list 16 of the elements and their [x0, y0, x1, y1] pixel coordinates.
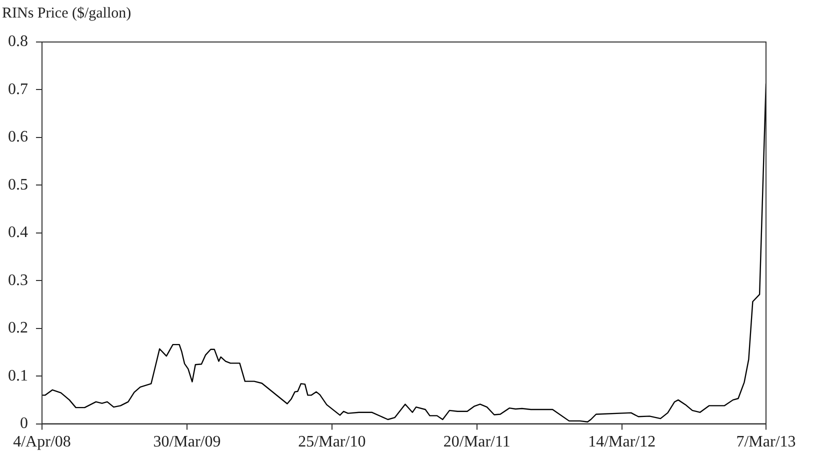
y-axis-title: RINs Price ($/gallon) — [2, 5, 132, 22]
y-tick-label: 0.1 — [8, 367, 28, 384]
x-tick-label: 20/Mar/11 — [443, 434, 510, 451]
y-tick-label: 0.8 — [8, 33, 28, 50]
y-tick-label: 0.5 — [8, 176, 28, 194]
y-tick-label: 0.2 — [8, 320, 28, 337]
y-tick-label: 0.7 — [8, 80, 28, 98]
y-tick-label: 0.3 — [8, 272, 28, 289]
x-tick-label: 7/Mar/13 — [736, 434, 796, 451]
y-tick-label: 0 — [20, 415, 28, 432]
x-tick-label: 25/Mar/10 — [298, 434, 366, 451]
y-tick-label: 0.4 — [8, 224, 28, 242]
x-tick-label: 14/Mar/12 — [588, 434, 656, 451]
x-tick-label: 4/Apr/08 — [13, 434, 71, 451]
x-tick-label: 30/Mar/09 — [153, 434, 221, 451]
y-tick-label: 0.6 — [8, 128, 28, 146]
